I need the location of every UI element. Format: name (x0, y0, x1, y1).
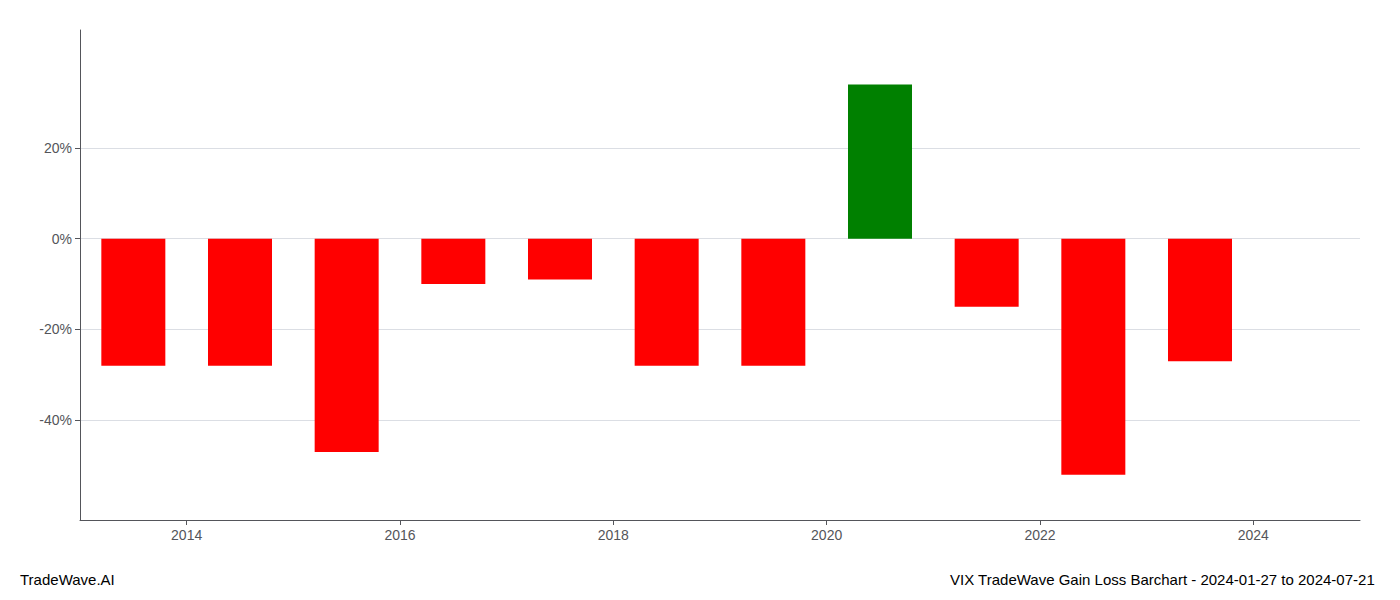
svg-text:20%: 20% (44, 140, 72, 156)
svg-text:2016: 2016 (384, 527, 415, 543)
svg-text:2024: 2024 (1238, 527, 1269, 543)
svg-text:2014: 2014 (171, 527, 202, 543)
svg-text:2022: 2022 (1024, 527, 1055, 543)
svg-text:-20%: -20% (39, 321, 72, 337)
svg-text:2018: 2018 (598, 527, 629, 543)
svg-text:VIX TradeWave Gain Loss Barcha: VIX TradeWave Gain Loss Barchart - 2024-… (950, 571, 1375, 588)
svg-text:TradeWave.AI: TradeWave.AI (20, 571, 115, 588)
svg-text:2020: 2020 (811, 527, 842, 543)
svg-text:-40%: -40% (39, 412, 72, 428)
svg-text:0%: 0% (52, 231, 72, 247)
